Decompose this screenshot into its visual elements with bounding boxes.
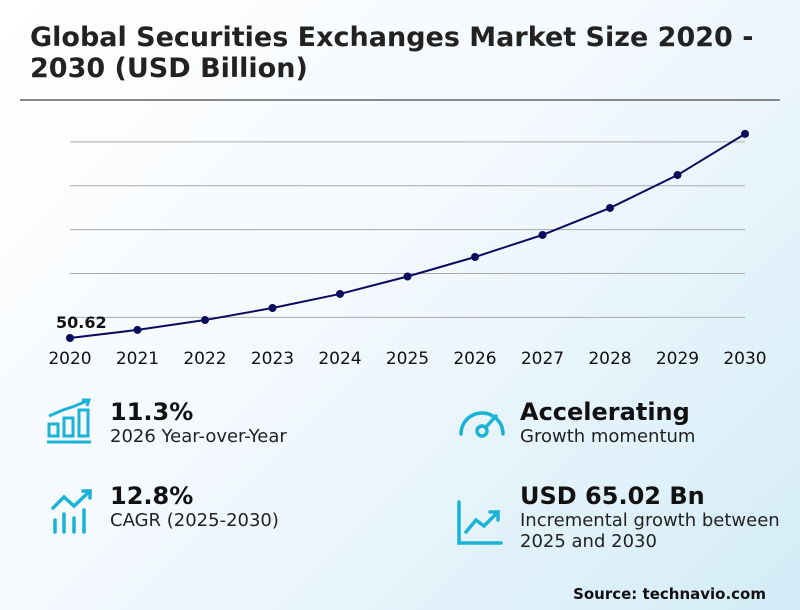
data-point xyxy=(66,333,74,342)
kpi-yoy-value: 11.3% xyxy=(110,398,194,426)
speedometer-icon xyxy=(459,411,505,438)
line-chart-up-icon xyxy=(457,500,503,545)
line-chart: 2020 2021 2022 2023 2024 2025 2026 2027 2028 2029… xyxy=(48,129,767,369)
kpi-incremental-label: Incremental growth between 2025 and 2030 xyxy=(520,510,780,552)
kpi-momentum-label: Growth momentum xyxy=(520,426,696,447)
source-note: Source: technavio.com xyxy=(573,585,766,603)
trend-bars-icon xyxy=(51,489,92,534)
kpi-cagr-label: CAGR (2025-2030) xyxy=(110,510,279,531)
data-point xyxy=(403,272,412,281)
x-tick-label: 2029 xyxy=(656,349,699,369)
kpi-cagr-value: 12.8% xyxy=(110,482,194,510)
title-divider xyxy=(20,99,780,101)
data-point xyxy=(471,252,479,261)
data-point xyxy=(741,129,749,138)
data-point xyxy=(133,325,142,334)
data-point xyxy=(336,289,344,298)
x-tick-label: 2024 xyxy=(318,349,361,369)
x-tick-label: 2021 xyxy=(116,349,159,369)
series-line xyxy=(69,133,746,339)
x-tick-label: 2025 xyxy=(386,349,429,369)
data-label: 50.62 xyxy=(56,313,107,332)
x-tick-label: 2028 xyxy=(588,349,631,369)
x-tick-label: 2020 xyxy=(48,349,91,369)
chart-title: Global Securities Exchanges Market Size … xyxy=(30,22,754,84)
x-tick-label: 2027 xyxy=(521,349,564,369)
data-point xyxy=(606,203,614,212)
x-tick-label: 2030 xyxy=(723,349,766,369)
x-tick-label: 2023 xyxy=(251,349,294,369)
data-point xyxy=(268,303,277,312)
kpi-incremental-value: USD 65.02 Bn xyxy=(520,482,705,510)
x-tick-label: 2026 xyxy=(453,349,496,369)
x-tick-label: 2022 xyxy=(183,349,226,369)
data-point xyxy=(673,171,682,180)
kpi-yoy-label: 2026 Year-over-Year xyxy=(110,426,287,447)
data-point xyxy=(201,316,209,325)
kpi-momentum-value: Accelerating xyxy=(520,398,690,426)
data-point xyxy=(538,230,547,239)
bar-chart-growth-icon xyxy=(47,398,92,444)
